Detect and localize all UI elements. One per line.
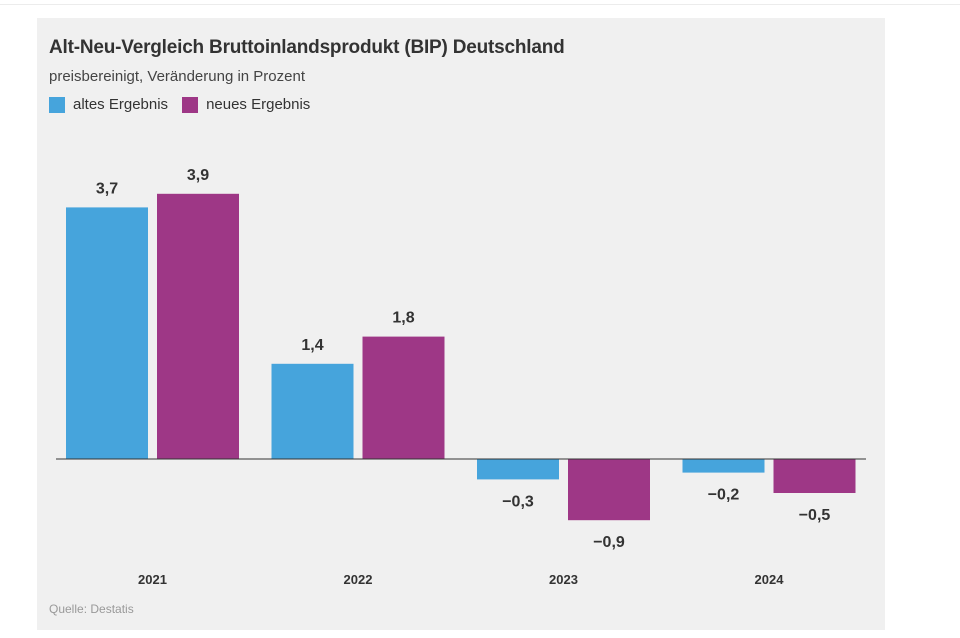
bar-alt-2021 — [66, 207, 148, 459]
chart-subtitle: preisbereinigt, Veränderung in Prozent — [49, 68, 305, 85]
chart-panel: Alt-Neu-Vergleich Bruttoinlandsprodukt (… — [37, 18, 885, 630]
legend-swatch-neues-ergebnis — [182, 96, 199, 113]
legend-item-altes-ergebnis: altes Ergebnis — [49, 96, 168, 113]
value-label-neu-2021: 3,9 — [187, 167, 209, 184]
value-label-neu-2022: 1,8 — [392, 310, 414, 327]
bar-neu-2021 — [157, 193, 239, 460]
x-tick-label-2024: 2024 — [755, 572, 785, 587]
value-label-alt-2023: −0,3 — [502, 493, 534, 510]
chart-source: Quelle: Destatis — [49, 602, 134, 616]
value-label-alt-2022: 1,4 — [301, 337, 323, 354]
legend-label-neues-ergebnis: neues Ergebnis — [206, 96, 311, 113]
bar-neu-2023 — [568, 459, 650, 521]
x-tick-label-2023: 2023 — [549, 572, 578, 587]
value-label-neu-2024: −0,5 — [799, 507, 831, 524]
value-label-neu-2023: −0,9 — [593, 534, 625, 551]
x-tick-label-2021: 2021 — [138, 572, 167, 587]
bar-chart: 3,7 3,9 2021 1,4 1,8 2022 −0,3 −0,9 2023 −0,2 −0,5… — [56, 167, 866, 587]
bar-alt-2023 — [477, 459, 559, 480]
bar-alt-2022 — [271, 363, 354, 459]
legend-swatch-altes-ergebnis — [49, 96, 65, 113]
legend-label-altes-ergebnis: altes Ergebnis — [73, 96, 169, 113]
chart-legend: altes Ergebnis neues Ergebnis — [49, 96, 324, 113]
x-tick-label-2022: 2022 — [344, 572, 373, 587]
value-label-alt-2021: 3,7 — [96, 180, 118, 197]
bar-neu-2022 — [362, 336, 445, 459]
page-top-divider — [0, 4, 960, 5]
value-label-alt-2024: −0,2 — [708, 487, 740, 504]
legend-item-neues-ergebnis: neues Ergebnis — [182, 96, 310, 113]
chart-title: Alt-Neu-Vergleich Bruttoinlandsprodukt (… — [49, 37, 565, 58]
bar-alt-2024 — [682, 459, 765, 473]
bar-neu-2024 — [773, 459, 856, 493]
